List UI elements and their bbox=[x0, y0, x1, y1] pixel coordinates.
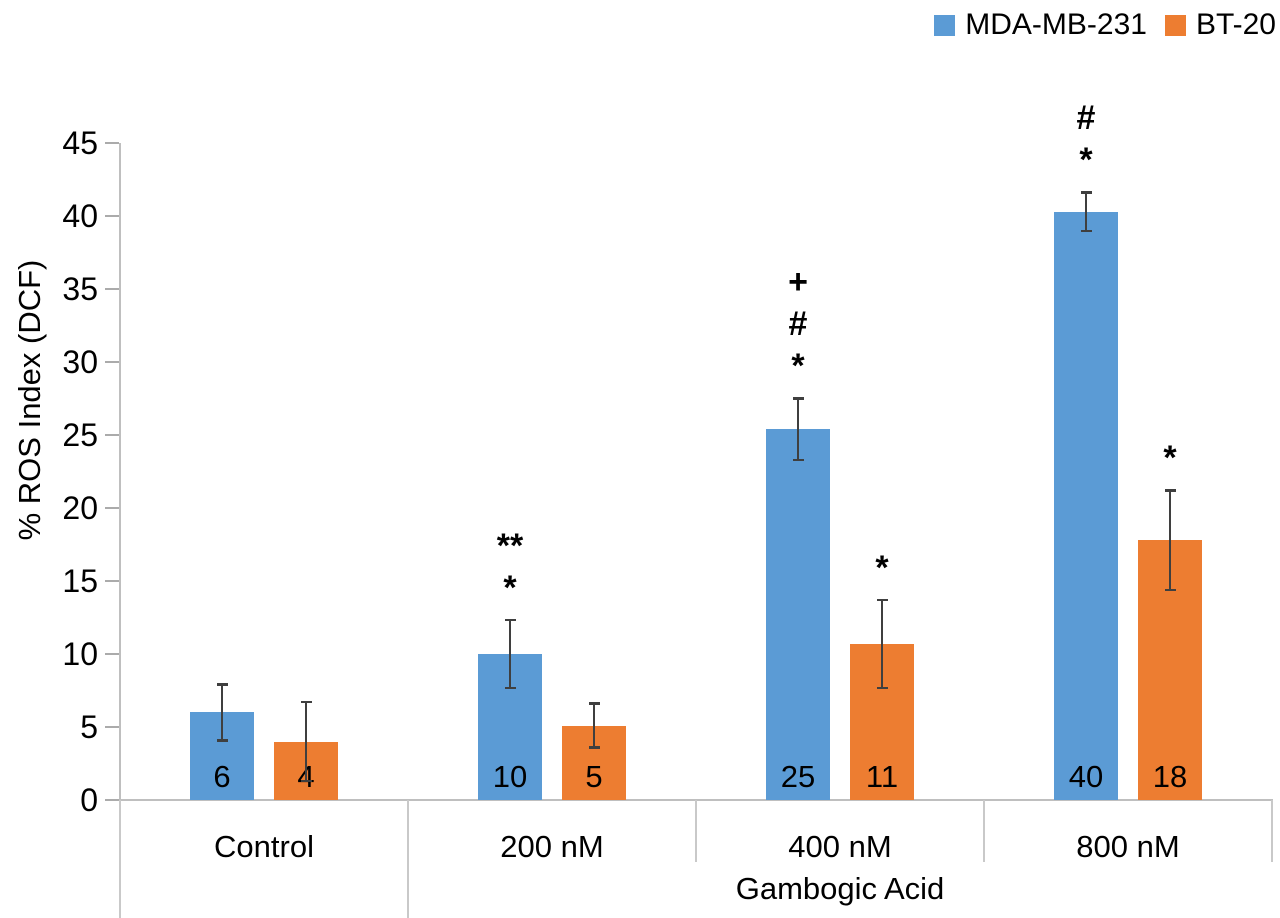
error-bar-cap-top bbox=[588, 702, 600, 705]
y-tick-label: 0 bbox=[80, 782, 98, 818]
error-bar-cap-top bbox=[1164, 489, 1176, 492]
y-tick-mark bbox=[105, 580, 119, 582]
error-bar-stem bbox=[881, 598, 883, 690]
error-bar bbox=[792, 397, 804, 462]
error-bar bbox=[1164, 489, 1176, 592]
bar-mda-mb-231-800-nm bbox=[1054, 211, 1118, 800]
error-bar-stem bbox=[509, 618, 511, 690]
y-tick-label: 20 bbox=[62, 490, 98, 526]
error-bar-stem bbox=[221, 683, 223, 742]
significance-symbol: * bbox=[1163, 439, 1177, 478]
error-bar-cap-top bbox=[216, 683, 228, 686]
legend-swatch-mda-mb-231 bbox=[934, 14, 956, 36]
bar-value-label: 10 bbox=[492, 759, 528, 794]
x-tick-label: Control bbox=[214, 829, 314, 864]
y-tick-mark bbox=[105, 507, 119, 509]
error-bar-stem bbox=[797, 397, 799, 462]
legend-item-bt-20: BT-20 bbox=[1164, 8, 1276, 42]
y-tick-mark bbox=[105, 361, 119, 363]
bar-value-label: 18 bbox=[1152, 759, 1188, 794]
y-axis-line bbox=[119, 143, 121, 800]
legend-label-bt-20: BT-20 bbox=[1195, 8, 1276, 41]
significance-symbol: * bbox=[875, 548, 889, 587]
error-bar-cap-bottom bbox=[1080, 229, 1092, 233]
error-bar-cap-bottom bbox=[792, 458, 804, 462]
significance-symbol: * bbox=[503, 568, 517, 607]
y-tick-mark bbox=[105, 799, 119, 801]
error-bar-cap-top bbox=[504, 618, 516, 622]
category-separator bbox=[119, 800, 121, 918]
bar-value-label: 5 bbox=[585, 759, 603, 794]
error-bar bbox=[300, 700, 312, 783]
y-tick-label: 35 bbox=[62, 271, 98, 307]
legend-item-mda-mb-231: MDA-MB-231 bbox=[934, 8, 1147, 42]
error-bar-stem bbox=[305, 700, 307, 783]
y-tick-label: 5 bbox=[80, 709, 98, 745]
y-tick-mark bbox=[105, 434, 119, 436]
y-tick-mark bbox=[105, 215, 119, 217]
y-tick-label: 45 bbox=[62, 125, 98, 161]
x-axis-group-label: Gambogic Acid bbox=[735, 871, 945, 906]
error-bar-cap-top bbox=[300, 700, 312, 704]
legend-swatch-bt-20 bbox=[1164, 14, 1186, 36]
significance-annotations: + # * bbox=[758, 261, 838, 387]
y-tick-label: 15 bbox=[62, 563, 98, 599]
category-separator bbox=[983, 800, 985, 862]
x-tick-label: 400 nM bbox=[788, 829, 892, 864]
significance-symbol: * bbox=[1079, 141, 1093, 180]
legend: MDA-MB-231 BT-20 bbox=[934, 8, 1276, 42]
error-bar-cap-bottom bbox=[1164, 588, 1176, 592]
y-tick-label: 40 bbox=[62, 198, 98, 234]
bar-value-label: 6 bbox=[213, 759, 231, 794]
category-separator bbox=[695, 800, 697, 862]
error-bar-stem bbox=[1085, 191, 1087, 233]
significance-annotations: * bbox=[842, 547, 922, 589]
error-bar bbox=[1080, 191, 1092, 233]
significance-symbol: # bbox=[1076, 99, 1096, 138]
error-bar-stem bbox=[1169, 489, 1171, 592]
significance-symbol: * bbox=[791, 347, 805, 386]
error-bar-cap-bottom bbox=[216, 739, 228, 742]
legend-label-mda-mb-231: MDA-MB-231 bbox=[965, 8, 1147, 41]
error-bar-cap-bottom bbox=[588, 746, 600, 749]
error-bar-cap-bottom bbox=[504, 686, 516, 690]
y-tick-label: 25 bbox=[62, 417, 98, 453]
significance-symbol: # bbox=[788, 305, 808, 344]
y-tick-mark bbox=[105, 142, 119, 144]
error-bar-cap-top bbox=[792, 397, 804, 400]
error-bar-cap-top bbox=[1080, 191, 1092, 194]
significance-symbol: ** bbox=[496, 526, 524, 565]
y-tick-label: 10 bbox=[62, 636, 98, 672]
category-separator bbox=[407, 800, 409, 918]
x-tick-label: 800 nM bbox=[1076, 829, 1180, 864]
significance-symbol: + bbox=[788, 263, 808, 302]
significance-annotations: ** * bbox=[470, 525, 550, 609]
y-tick-label: 30 bbox=[62, 344, 98, 380]
bar-mda-mb-231-400-nm bbox=[766, 429, 830, 800]
bar-value-label: 25 bbox=[780, 759, 816, 794]
error-bar bbox=[876, 598, 888, 690]
bar-value-label: 40 bbox=[1068, 759, 1104, 794]
error-bar bbox=[588, 702, 600, 749]
significance-annotations: # * bbox=[1046, 97, 1126, 181]
error-bar-cap-bottom bbox=[876, 686, 888, 690]
error-bar bbox=[504, 618, 516, 690]
error-bar-cap-top bbox=[876, 598, 888, 602]
y-tick-mark bbox=[105, 288, 119, 290]
y-tick-mark bbox=[105, 653, 119, 655]
x-tick-label: 200 nM bbox=[500, 829, 604, 864]
bar-value-label: 11 bbox=[865, 759, 899, 794]
error-bar-cap-bottom bbox=[300, 779, 312, 783]
significance-annotations: * bbox=[1130, 437, 1210, 479]
error-bar-stem bbox=[593, 702, 595, 749]
y-tick-mark bbox=[105, 726, 119, 728]
error-bar bbox=[216, 683, 228, 742]
category-separator bbox=[1271, 800, 1273, 862]
